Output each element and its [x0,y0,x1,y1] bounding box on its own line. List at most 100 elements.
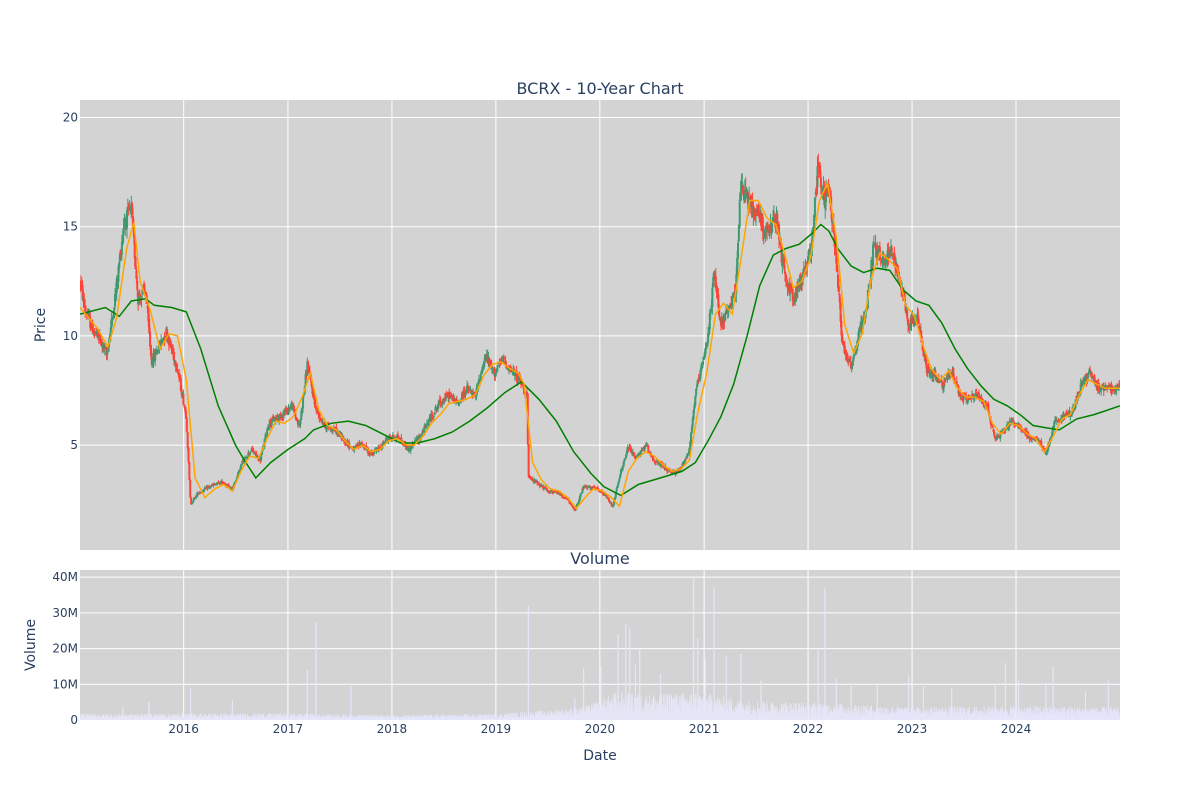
candle-body [815,187,818,191]
candle-body [437,400,440,406]
volume-bar [759,713,761,720]
volume-bar [556,713,557,720]
volume-bar [434,717,436,720]
volume-bar [602,706,604,720]
candle-body [745,194,748,197]
volume-bar [808,704,810,720]
volume-bar [1000,708,1002,720]
volume-bar [1080,716,1082,720]
volume-bar [203,716,205,720]
volume-bar [384,717,386,720]
volume-bar [782,706,784,720]
candle-body [598,490,601,492]
volume-bar [911,707,912,720]
candle-body [1105,385,1108,388]
volume-bar [554,715,555,720]
volume-bar [945,709,947,720]
volume-bar [869,708,871,720]
volume-bar [98,714,100,720]
candle-body [702,357,705,360]
candle-body [271,417,274,422]
candle-body [807,256,810,264]
volume-bar [1026,707,1028,720]
volume-bar [1014,711,1016,720]
candle-body [613,497,616,500]
volume-bar [130,713,132,720]
candle-body [560,493,563,497]
candle-body [1040,441,1043,446]
volume-bar [1020,707,1022,720]
candle-body [731,296,734,307]
candle-body [820,187,823,189]
volume-bar [255,715,256,720]
volume-bar [558,711,559,720]
candle-body [823,185,826,206]
volume-bar [327,716,329,720]
volume-bar [1023,710,1025,720]
volume-bar [937,712,938,720]
candle-body [920,335,923,340]
volume-bar [907,708,908,720]
volume-bar [147,715,148,720]
candle-body [912,316,915,324]
candle-body [882,257,885,261]
candle-body [372,452,375,454]
candle-body [835,247,838,264]
volume-bar [337,714,339,720]
volume-bar [801,702,803,720]
volume-bar [904,708,906,720]
volume-bar [227,716,228,720]
volume-bar [518,717,520,720]
candle-body [188,462,191,480]
volume-bar [154,714,156,720]
volume-bar [478,714,479,720]
volume-bar [117,715,119,720]
candle-body [161,340,164,342]
candle-body [853,353,856,356]
volume-bar [743,714,745,720]
candle-body [131,203,134,215]
candle-body [409,446,412,451]
volume-bar [504,715,506,720]
volume-bar [936,711,938,720]
candle-body [502,356,505,361]
volume-bar [535,711,536,720]
candle-body [1023,428,1026,431]
candle-body [1093,375,1096,383]
volume-bar [666,695,668,720]
volume-bar [111,715,113,720]
volume-bar [400,716,402,720]
volume-bar [458,716,460,720]
volume-bar [183,718,185,720]
candle-body [81,284,84,300]
candle-body [272,418,275,422]
volume-bar [288,718,290,720]
candle-body [908,323,911,328]
candle-body [202,489,205,492]
volume-bar [351,716,353,720]
volume-bar [512,718,514,720]
volume-bar [884,707,886,720]
candle-body [1100,388,1103,391]
volume-bar [120,715,122,720]
volume-bar [892,706,893,720]
volume-bar [1074,712,1076,720]
volume-bar [1066,709,1068,720]
candle-body [264,434,267,439]
volume-bar [438,716,440,720]
volume-bar [655,704,657,720]
price-chart-title: BCRX - 10-Year Chart [516,79,683,98]
volume-bar [747,709,749,720]
volume-bar [805,709,807,720]
candle-body [666,467,669,472]
volume-bar [195,714,197,720]
volume-bar [596,714,597,720]
candle-body [943,381,946,383]
candle-body [740,181,743,192]
candle-body [997,436,1000,438]
candle-body [842,340,845,345]
volume-bar [296,716,298,720]
volume-bar [304,716,306,720]
candle-body [1095,380,1098,382]
volume-bar [645,696,647,720]
